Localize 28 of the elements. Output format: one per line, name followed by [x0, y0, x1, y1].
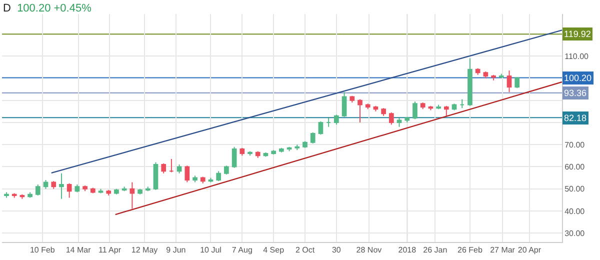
y-tick-label: 70.00 — [564, 140, 586, 150]
x-tick-label: 14 Mar — [66, 246, 92, 255]
x-tick-label: 30 — [332, 246, 342, 255]
y-tick-label: 30.00 — [564, 228, 586, 238]
chart-subtitle: 100.20 +0.45% — [17, 2, 92, 15]
x-tick-label: 9 Jun — [166, 246, 186, 255]
ref-line-label: 100.20 — [564, 73, 592, 83]
x-tick-label: 28 Nov — [356, 246, 382, 255]
x-tick-label: 20 Apr — [518, 246, 542, 255]
ref-line-label: 119.92 — [564, 29, 591, 39]
x-tick-label: 27 Mar — [490, 246, 516, 255]
x-tick-label: 12 May — [131, 246, 158, 255]
ref-line-label: 93.36 — [564, 88, 587, 98]
x-tick-label: 26 Jan — [423, 246, 448, 255]
y-tick-label: 60.00 — [564, 162, 586, 172]
x-tick-label: 10 Feb — [30, 246, 56, 255]
x-tick-label: 11 Apr — [98, 246, 122, 255]
x-tick-label: 4 Sep — [263, 246, 285, 255]
y-tick-label: 110.00 — [564, 52, 590, 61]
y-tick-label: 50.00 — [564, 184, 586, 194]
x-tick-label: 10 Jul — [200, 246, 222, 255]
x-tick-label: 7 Aug — [232, 246, 252, 255]
x-tick-label: 26 Feb — [458, 246, 483, 255]
ref-line-label: 82.18 — [564, 113, 587, 123]
x-tick-label: 2 Oct — [295, 246, 316, 255]
x-tick-label: 2018 — [398, 246, 417, 255]
chart-title: D — [3, 2, 11, 15]
y-tick-label: 40.00 — [564, 206, 586, 216]
